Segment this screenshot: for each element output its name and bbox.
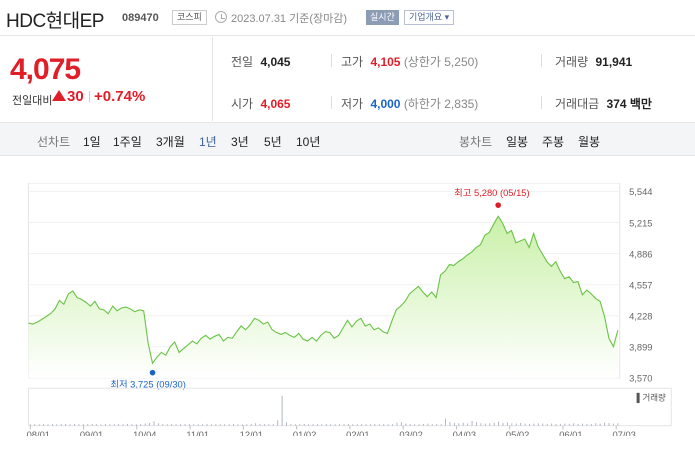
- tab-5y[interactable]: 5년: [264, 135, 282, 149]
- quote-high: 고가 4,105 (상한가 5,250): [341, 53, 478, 70]
- volume-frame: [27, 387, 672, 427]
- caret-down-icon: ▾: [444, 12, 450, 22]
- y-tick-label: 5,544: [629, 187, 652, 197]
- up-triangle-icon: [52, 90, 66, 101]
- quote-amount: 거래대금 374 백만: [555, 95, 652, 112]
- quote-sub: (상한가 5,250): [403, 55, 479, 69]
- x-tick-label: 09/01: [80, 430, 103, 436]
- tab-1y[interactable]: 1년: [199, 135, 217, 149]
- divider: [541, 96, 542, 109]
- quote-grid: 전일 4,045 고가 4,105 (상한가 5,250) 거래량 91,941…: [214, 37, 695, 121]
- quote-low: 저가 4,000 (하한가 2,835): [341, 95, 478, 112]
- current-price: 4,075: [10, 53, 81, 86]
- x-tick-label: 07/03: [612, 430, 635, 436]
- quote-label: 거래량: [555, 55, 589, 69]
- y-tick-label: 4,557: [629, 280, 652, 290]
- x-tick-label: 11/01: [186, 430, 209, 436]
- x-tick-label: 01/02: [293, 430, 316, 436]
- quote-value: 4,045: [260, 55, 291, 69]
- tab-10y[interactable]: 10년: [296, 135, 321, 149]
- quote-unit: 백만: [629, 97, 652, 111]
- quote-value: 91,941: [595, 55, 633, 69]
- change-rate: +0.74%: [94, 88, 146, 105]
- tab-monthly[interactable]: 월봉: [578, 135, 601, 149]
- tab-weekly[interactable]: 주봉: [542, 135, 565, 149]
- low-marker: [149, 369, 156, 376]
- tab-daily[interactable]: 일봉: [506, 135, 529, 149]
- market-badge: 코스피: [172, 10, 207, 25]
- y-tick-label: 4,228: [629, 311, 652, 321]
- x-tick-label: 08/01: [27, 430, 50, 436]
- quote-value: 4,000: [370, 97, 401, 111]
- x-tick-label: 06/01: [559, 430, 582, 436]
- high-marker: [495, 202, 501, 208]
- divider: [541, 54, 542, 67]
- quote-value: 4,065: [260, 97, 291, 111]
- quote-label: 거래대금: [555, 97, 600, 111]
- company-overview-label: 기업개요: [409, 12, 443, 22]
- change-separator: [89, 91, 90, 102]
- quote-label: 저가: [341, 97, 364, 111]
- clock-icon: [215, 11, 227, 23]
- quote-volume: 거래량 91,941: [555, 53, 632, 70]
- y-tick-label: 4,886: [629, 249, 652, 259]
- x-tick-label: 10/04: [133, 430, 156, 436]
- price-area: [28, 216, 618, 378]
- base-date: 2023.07.31 기준(장마감): [231, 13, 348, 25]
- price-line: [28, 215, 619, 365]
- tab-3m[interactable]: 3개월: [156, 135, 185, 149]
- header: HDC현대EP 089470 코스피 2023.07.31 기준(장마감) 실시…: [0, 0, 695, 36]
- quote-value: 374: [606, 97, 627, 111]
- y-tick-label: 3,570: [629, 374, 652, 384]
- x-tick-label: 04/03: [453, 430, 476, 436]
- quote-sub: (하한가 2,835): [403, 97, 479, 111]
- quote-label: 전일: [231, 55, 254, 69]
- low-annotation: 최저 3,725 (09/30): [110, 380, 186, 390]
- quote-open: 시가 4,065: [231, 95, 290, 112]
- stock-title: HDC현대EP: [6, 11, 104, 32]
- x-tick-label: 02/01: [346, 430, 369, 436]
- x-tick-label: 05/02: [506, 430, 529, 436]
- volume-label: ▌거래량: [637, 392, 666, 403]
- company-overview-dropdown[interactable]: 기업개요 ▾: [404, 10, 455, 25]
- tab-1w[interactable]: 1주일: [113, 135, 142, 149]
- tab-1d[interactable]: 1일: [83, 135, 101, 149]
- chart-period-tabs: 선차트 1일 1주일 3개월 1년 3년 5년 10년 봉차트 일봉 주봉 월봉: [0, 122, 695, 156]
- divider: [331, 54, 332, 67]
- x-tick-label: 12/01: [240, 430, 263, 436]
- line-chart-label: 선차트: [37, 135, 71, 149]
- price-chart[interactable]: 5,544 5,215 4,886 4,557 4,228 3,899 3,570 최고 5,…: [5, 183, 690, 436]
- tab-3y[interactable]: 3년: [231, 135, 249, 149]
- quote-value: 4,105: [370, 55, 401, 69]
- candle-chart-label: 봉차트: [459, 135, 493, 149]
- y-tick-label: 3,899: [629, 343, 652, 353]
- stock-code: 089470: [122, 12, 159, 24]
- high-annotation: 최고 5,280 (05/15): [454, 188, 529, 198]
- change-label: 전일대비: [12, 95, 53, 107]
- divider: [331, 96, 332, 109]
- price-panel: 4,075 전일대비 30 +0.74%: [0, 37, 213, 121]
- change-value: 30: [67, 88, 84, 105]
- x-tick-label: 03/02: [399, 430, 422, 436]
- quote-label: 시가: [231, 97, 254, 111]
- quote-prev-close: 전일 4,045: [231, 53, 290, 70]
- quote-label: 고가: [341, 55, 364, 69]
- y-tick-label: 5,215: [629, 218, 652, 228]
- realtime-button[interactable]: 실시간: [366, 10, 399, 25]
